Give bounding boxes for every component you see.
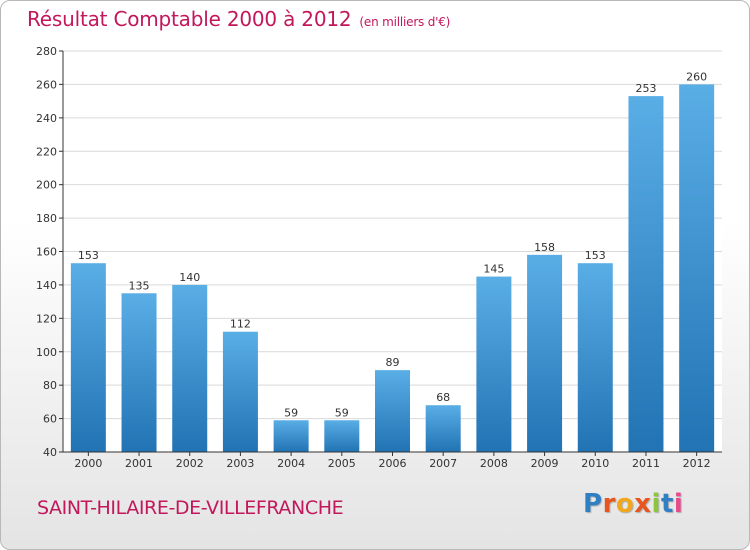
- bar-2010: [577, 263, 613, 452]
- x-tick-label-2000: 2000: [74, 457, 102, 470]
- y-tick-label: 280: [36, 45, 57, 58]
- logo-letter: i: [651, 489, 661, 519]
- data-label-2002: 140: [179, 271, 200, 284]
- bar-2001: [121, 293, 157, 452]
- x-tick-label-2005: 2005: [328, 457, 356, 470]
- x-tick-label-2008: 2008: [480, 457, 508, 470]
- data-label-2008: 145: [483, 263, 504, 276]
- chart-title: Résultat Comptable 2000 à 2012 (en millie…: [27, 7, 450, 31]
- bar-2004: [273, 420, 309, 452]
- data-label-2003: 112: [230, 318, 251, 331]
- bar-2012: [679, 84, 715, 453]
- logo-letter: r: [602, 489, 616, 519]
- y-tick-label: 120: [36, 312, 57, 325]
- x-tick-label-2006: 2006: [379, 457, 407, 470]
- x-tick-label-2001: 2001: [125, 457, 153, 470]
- data-labels: 153 135 140 112 59 59 89 68 145 158 153 253 260: [78, 70, 707, 419]
- bar-2011: [628, 96, 664, 453]
- data-label-2012: 260: [686, 70, 707, 83]
- data-label-2007: 68: [436, 391, 450, 404]
- bar-2007: [425, 405, 461, 452]
- y-tick-label: 180: [36, 212, 57, 225]
- data-label-2010: 153: [585, 249, 606, 262]
- x-tick-label-2007: 2007: [429, 457, 457, 470]
- data-label-2004: 59: [284, 406, 298, 419]
- logo-letter: P: [583, 489, 603, 519]
- bar-2002: [172, 284, 208, 452]
- y-tick-label: 240: [36, 112, 57, 125]
- y-tick-label: 220: [36, 145, 57, 158]
- title-text: Résultat Comptable 2000 à 2012: [27, 7, 352, 31]
- y-tick-label: 260: [36, 78, 57, 91]
- x-tick-label-2010: 2010: [581, 457, 609, 470]
- bar-2005: [324, 420, 360, 452]
- logo-letter: t: [660, 489, 674, 519]
- bar-2006: [375, 370, 410, 452]
- x-tick-label-2004: 2004: [277, 457, 305, 470]
- x-tick-label-2009: 2009: [531, 457, 559, 470]
- data-label-2006: 89: [386, 356, 400, 369]
- logo-letter: i: [673, 489, 684, 519]
- y-tick-label: 40: [43, 446, 57, 459]
- logo-letter: x: [634, 489, 652, 519]
- y-tick-label: 100: [36, 346, 57, 359]
- data-label-2011: 253: [635, 82, 656, 95]
- proxiti-logo: Proxiti: [583, 489, 683, 519]
- axes: 40 60 80 100 120 140 160 180 200 220 240 260 280 2000…: [36, 45, 722, 470]
- y-tick-label: 200: [36, 179, 57, 192]
- bar-2000: [70, 263, 106, 452]
- data-label-2001: 135: [129, 279, 150, 292]
- x-tick-label-2012: 2012: [683, 457, 711, 470]
- data-label-2000: 153: [78, 249, 99, 262]
- y-tick-label: 160: [36, 246, 57, 259]
- bars: [70, 84, 715, 453]
- x-tick-label-2002: 2002: [176, 457, 204, 470]
- bar-2008: [476, 276, 512, 452]
- y-tick-label: 60: [43, 413, 57, 426]
- subtitle-text: (en milliers d'€): [359, 15, 451, 29]
- data-label-2005: 59: [335, 406, 349, 419]
- bar-2009: [527, 254, 563, 452]
- location-name: SAINT-HILAIRE-DE-VILLEFRANCHE: [37, 497, 344, 519]
- logo-letter: o: [615, 489, 635, 519]
- data-label-2009: 158: [534, 241, 555, 254]
- y-tick-label: 80: [43, 379, 57, 392]
- x-tick-label-2003: 2003: [226, 457, 254, 470]
- bar-2003: [222, 331, 258, 452]
- x-tick-label-2011: 2011: [632, 457, 660, 470]
- y-tick-label: 140: [36, 279, 57, 292]
